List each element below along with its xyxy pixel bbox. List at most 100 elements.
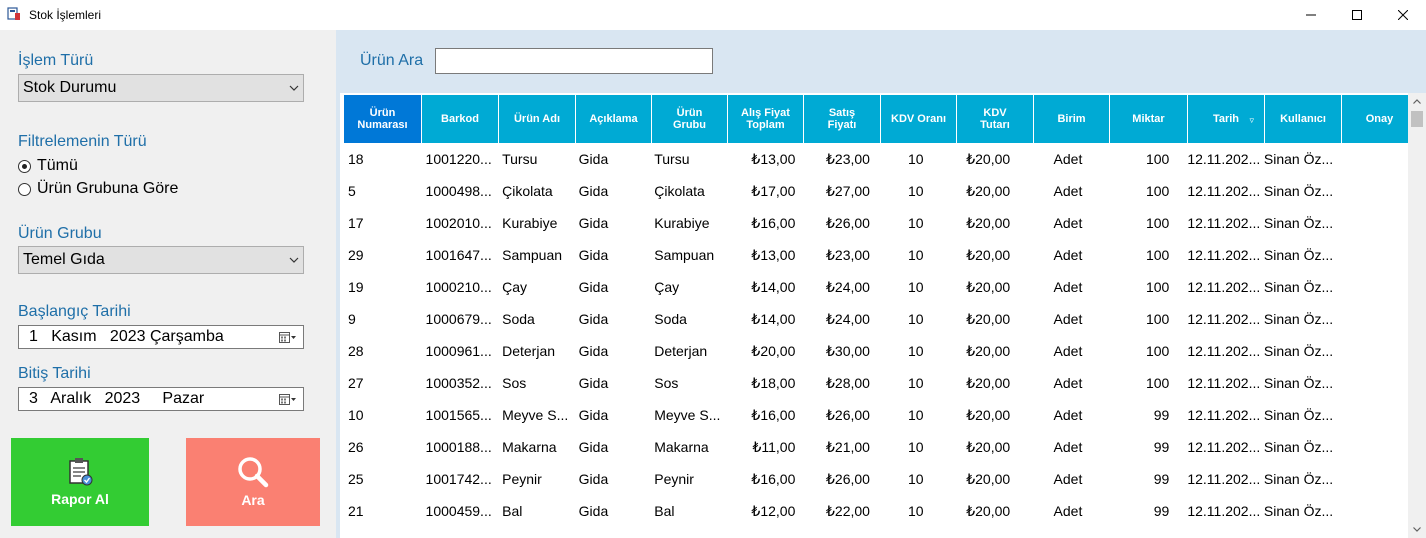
table-cell[interactable]: Adet: [1053, 407, 1083, 423]
table-cell[interactable]: Çikolata: [502, 183, 553, 199]
table-cell[interactable]: Peynir: [654, 471, 694, 487]
table-cell[interactable]: ₺24,00: [826, 310, 870, 327]
column-header[interactable]: Satış Fiyatı: [804, 95, 881, 143]
table-cell[interactable]: Bal: [654, 503, 675, 519]
table-cell[interactable]: Sinan Öz...: [1263, 471, 1334, 487]
table-cell[interactable]: Sinan Öz...: [1263, 151, 1334, 167]
table-cell[interactable]: 99: [1153, 471, 1170, 487]
table-cell[interactable]: 10: [907, 311, 924, 327]
table-row[interactable]: 27 1000352... Sos Gida Sos ₺18,00 ₺28,00 10 ₺20,…: [344, 367, 1412, 399]
table-cell[interactable]: 21: [348, 503, 364, 519]
table-row[interactable]: 21 1000459... Bal Gida Bal ₺12,00 ₺22,00 10 ₺20,…: [344, 495, 1412, 527]
column-header[interactable]: Barkod: [422, 95, 499, 143]
table-cell[interactable]: 10: [907, 471, 924, 487]
table-cell[interactable]: ₺20,00: [966, 182, 1011, 199]
table-cell[interactable]: [1336, 367, 1412, 399]
table-cell[interactable]: ₺13,00: [751, 150, 796, 167]
table-cell[interactable]: Sampuan: [654, 247, 715, 263]
table-cell[interactable]: Meyve S...: [654, 407, 721, 423]
ara-button[interactable]: Ara: [186, 438, 320, 526]
table-cell[interactable]: 1000498...: [425, 183, 492, 199]
table-row[interactable]: 26 1000188... Makarna Gida Makarna ₺11,00 ₺21,…: [344, 431, 1412, 463]
table-cell[interactable]: 12.11.202...: [1187, 503, 1260, 519]
table-cell[interactable]: [1336, 399, 1412, 431]
table-cell[interactable]: 12.11.202...: [1187, 247, 1260, 263]
table-cell[interactable]: 18: [348, 151, 364, 167]
table-cell[interactable]: Adet: [1053, 503, 1083, 519]
table-cell[interactable]: 12.11.202...: [1187, 279, 1260, 295]
table-cell[interactable]: Adet: [1053, 215, 1083, 231]
column-header[interactable]: Miktar: [1110, 95, 1188, 143]
table-cell[interactable]: Sinan Öz...: [1263, 183, 1334, 199]
table-cell[interactable]: [1336, 175, 1412, 207]
table-cell[interactable]: ₺13,00: [751, 246, 796, 263]
table-cell[interactable]: ₺20,00: [966, 150, 1011, 167]
table-cell[interactable]: 100: [1145, 151, 1170, 167]
column-header[interactable]: Ürün Grubu: [652, 95, 728, 143]
scroll-up-button[interactable]: [1408, 93, 1426, 110]
table-cell[interactable]: Soda: [654, 311, 687, 327]
table-cell[interactable]: Sinan Öz...: [1263, 247, 1334, 263]
table-cell[interactable]: ₺16,00: [751, 214, 796, 231]
table-cell[interactable]: Adet: [1053, 279, 1083, 295]
table-cell[interactable]: Sinan Öz...: [1263, 215, 1334, 231]
table-cell[interactable]: 100: [1145, 375, 1170, 391]
column-header[interactable]: Açıklama: [576, 95, 652, 143]
table-cell[interactable]: ₺23,00: [826, 150, 870, 167]
column-header[interactable]: Onay: [1342, 95, 1418, 143]
radio-urun-grubu[interactable]: Ürün Grubuna Göre: [18, 179, 178, 199]
minimize-button[interactable]: [1288, 0, 1334, 30]
table-cell[interactable]: ₺23,00: [826, 246, 870, 263]
column-header[interactable]: Kullanıcı: [1265, 95, 1342, 143]
table-cell[interactable]: 12.11.202...: [1187, 215, 1260, 231]
close-button[interactable]: [1380, 0, 1426, 30]
table-cell[interactable]: 12.11.202...: [1187, 311, 1260, 327]
table-cell[interactable]: 10: [907, 439, 924, 455]
table-cell[interactable]: 12.11.202...: [1187, 375, 1260, 391]
table-cell[interactable]: 12.11.202...: [1187, 343, 1260, 359]
table-cell[interactable]: 10: [907, 279, 924, 295]
table-cell[interactable]: ₺20,00: [966, 246, 1011, 263]
table-cell[interactable]: 1002010...: [425, 215, 492, 231]
table-cell[interactable]: Çay: [654, 279, 680, 295]
stock-grid[interactable]: Ürün Numarası Barkod Ürün Adı Açıklama Ürün …: [336, 93, 1426, 538]
table-cell[interactable]: ₺27,00: [826, 182, 870, 199]
calendar-dropdown-icon[interactable]: [279, 393, 297, 406]
table-cell[interactable]: Gida: [578, 279, 609, 295]
table-cell[interactable]: 10: [907, 343, 924, 359]
table-cell[interactable]: Kurabiye: [654, 215, 710, 231]
table-cell[interactable]: 100: [1145, 247, 1170, 263]
table-cell[interactable]: Deterjan: [654, 343, 708, 359]
bitis-tarihi-picker[interactable]: 3 Aralık 2023 Pazar: [18, 387, 304, 411]
table-cell[interactable]: Kurabiye: [502, 215, 558, 231]
table-cell[interactable]: Tursu: [502, 151, 538, 167]
column-header[interactable]: Tarih ▿: [1188, 95, 1265, 143]
table-cell[interactable]: ₺18,00: [751, 374, 796, 391]
table-cell[interactable]: Sos: [502, 375, 527, 391]
table-cell[interactable]: 1000188...: [425, 439, 492, 455]
table-cell[interactable]: 100: [1145, 343, 1170, 359]
table-cell[interactable]: 10: [907, 151, 924, 167]
table-cell[interactable]: Makarna: [502, 439, 557, 455]
table-cell[interactable]: 12.11.202...: [1187, 407, 1260, 423]
urun-ara-input[interactable]: [435, 48, 713, 74]
table-cell[interactable]: ₺14,00: [751, 278, 796, 295]
table-cell[interactable]: ₺14,00: [751, 310, 796, 327]
table-cell[interactable]: ₺11,00: [752, 438, 796, 455]
table-cell[interactable]: Sinan Öz...: [1263, 343, 1334, 359]
table-cell[interactable]: 10: [348, 407, 364, 423]
table-cell[interactable]: [1336, 463, 1412, 495]
table-cell[interactable]: ₺22,00: [826, 502, 870, 519]
table-row[interactable]: 10 1001565... Meyve S... Gida Meyve S... ₺16,…: [344, 399, 1412, 431]
table-cell[interactable]: Tursu: [654, 151, 690, 167]
table-cell[interactable]: 12.11.202...: [1187, 439, 1260, 455]
table-cell[interactable]: Gida: [578, 471, 609, 487]
table-cell[interactable]: 1000679...: [425, 311, 492, 327]
table-cell[interactable]: Meyve S...: [502, 407, 569, 423]
column-header[interactable]: Birim: [1034, 95, 1110, 143]
table-cell[interactable]: 100: [1145, 311, 1170, 327]
table-cell[interactable]: Adet: [1053, 375, 1083, 391]
table-cell[interactable]: Gida: [578, 503, 609, 519]
table-cell[interactable]: 1000210...: [425, 279, 492, 295]
table-cell[interactable]: Sinan Öz...: [1263, 439, 1334, 455]
